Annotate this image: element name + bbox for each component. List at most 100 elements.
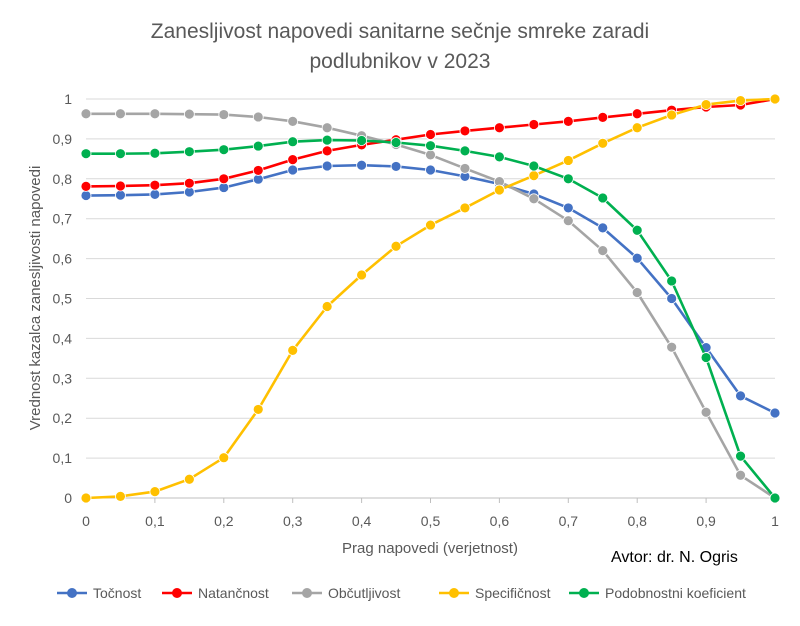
data-point bbox=[321, 134, 333, 146]
data-point bbox=[735, 450, 746, 462]
data-point bbox=[115, 148, 126, 160]
legend-swatch-marker bbox=[449, 588, 459, 598]
data-point bbox=[390, 240, 402, 252]
x-tick-label: 0,5 bbox=[421, 513, 441, 529]
data-point bbox=[80, 492, 92, 504]
data-point bbox=[459, 145, 471, 157]
data-point bbox=[356, 159, 368, 171]
data-point bbox=[700, 99, 712, 110]
data-point bbox=[252, 140, 264, 152]
data-point bbox=[631, 252, 643, 264]
data-point bbox=[493, 184, 505, 196]
data-point bbox=[597, 222, 609, 234]
data-point bbox=[149, 188, 161, 200]
x-axis-label: Prag napovedi (verjetnost) bbox=[342, 540, 518, 557]
data-point bbox=[425, 149, 436, 161]
x-tick-label: 0,7 bbox=[559, 513, 579, 529]
data-point bbox=[425, 164, 436, 176]
x-tick-label: 0 bbox=[82, 513, 90, 529]
y-tick-label: 0,9 bbox=[53, 131, 73, 147]
legend-swatch-marker bbox=[67, 588, 77, 598]
data-point bbox=[252, 165, 264, 176]
data-point bbox=[80, 180, 92, 192]
data-point bbox=[321, 301, 333, 312]
chart-title-line1: Zanesljivost napovedi sanitarne sečnje s… bbox=[151, 20, 649, 43]
data-point bbox=[493, 151, 505, 163]
y-tick-label: 0,2 bbox=[53, 410, 73, 426]
data-point bbox=[493, 122, 505, 134]
legend-label: Natančnost bbox=[198, 585, 269, 601]
y-tick-label: 0,3 bbox=[53, 370, 73, 386]
data-point bbox=[183, 473, 195, 485]
data-point bbox=[459, 163, 471, 174]
data-point bbox=[528, 170, 540, 182]
data-point bbox=[666, 275, 678, 287]
data-point bbox=[528, 119, 540, 130]
legend-swatch-marker bbox=[579, 588, 589, 598]
data-point bbox=[390, 161, 402, 172]
data-point bbox=[287, 154, 299, 166]
data-point bbox=[425, 140, 436, 152]
data-point bbox=[735, 469, 746, 481]
y-tick-label: 0,1 bbox=[53, 450, 73, 466]
x-tick-label: 0,9 bbox=[696, 513, 716, 529]
data-point bbox=[597, 111, 609, 123]
data-point bbox=[252, 404, 264, 415]
data-point bbox=[769, 93, 781, 105]
y-axis-label: Vrednost kazalca zanesljivosti napovedi bbox=[27, 166, 44, 431]
data-point bbox=[149, 108, 161, 120]
x-axis-ticks: 0 0,1 0,2 0,3 0,4 0,5 0,6 0,7 0,8 0,9 1 bbox=[82, 498, 779, 529]
data-point bbox=[218, 173, 230, 185]
y-tick-label: 0,4 bbox=[53, 330, 73, 346]
legend-label: Točnost bbox=[93, 585, 141, 601]
data-point bbox=[390, 137, 402, 148]
y-tick-label: 0,5 bbox=[53, 291, 73, 307]
data-point bbox=[252, 111, 264, 123]
data-point bbox=[769, 407, 781, 419]
data-point bbox=[356, 269, 368, 281]
x-tick-label: 0,2 bbox=[214, 513, 234, 529]
data-point bbox=[666, 341, 678, 353]
data-point bbox=[631, 108, 643, 120]
data-point bbox=[321, 160, 333, 172]
data-point bbox=[149, 486, 161, 498]
data-point bbox=[287, 344, 299, 356]
data-point bbox=[562, 155, 574, 166]
legend-item: Točnost bbox=[57, 585, 141, 601]
data-point bbox=[149, 179, 161, 191]
legend-swatch-marker bbox=[302, 588, 312, 598]
data-point bbox=[287, 164, 299, 176]
data-point bbox=[631, 122, 643, 134]
legend-item: Občutljivost bbox=[292, 585, 400, 601]
data-point bbox=[80, 148, 92, 160]
data-point bbox=[631, 224, 643, 236]
data-point bbox=[425, 219, 436, 231]
data-point bbox=[735, 95, 746, 106]
legend-label: Specifičnost bbox=[475, 585, 551, 601]
data-point bbox=[562, 173, 574, 185]
data-point bbox=[562, 115, 574, 127]
legend: Točnost Natančnost Občutljivost Specifičnos… bbox=[57, 585, 746, 601]
data-point bbox=[700, 406, 712, 418]
data-point bbox=[183, 177, 195, 189]
legend-item: Natančnost bbox=[162, 585, 269, 601]
legend-swatch-marker bbox=[172, 588, 182, 598]
data-point bbox=[149, 147, 161, 159]
data-point bbox=[425, 129, 436, 140]
data-point bbox=[631, 287, 643, 298]
series-specificnost bbox=[80, 93, 781, 504]
x-tick-label: 0,8 bbox=[627, 513, 647, 529]
data-point bbox=[287, 136, 299, 148]
data-point bbox=[562, 202, 574, 214]
data-point bbox=[597, 137, 609, 149]
data-point bbox=[218, 109, 230, 120]
data-point bbox=[321, 122, 333, 134]
chart-title-line2: podlubnikov v 2023 bbox=[310, 50, 491, 73]
x-tick-label: 0,1 bbox=[145, 513, 165, 529]
y-axis-ticks: 0 0,1 0,2 0,3 0,4 0,5 0,6 0,7 0,8 0,9 1 bbox=[53, 91, 73, 506]
series-line-tocnost bbox=[85, 163, 776, 415]
data-point bbox=[528, 160, 540, 172]
data-point bbox=[115, 189, 126, 201]
data-point bbox=[115, 108, 126, 120]
